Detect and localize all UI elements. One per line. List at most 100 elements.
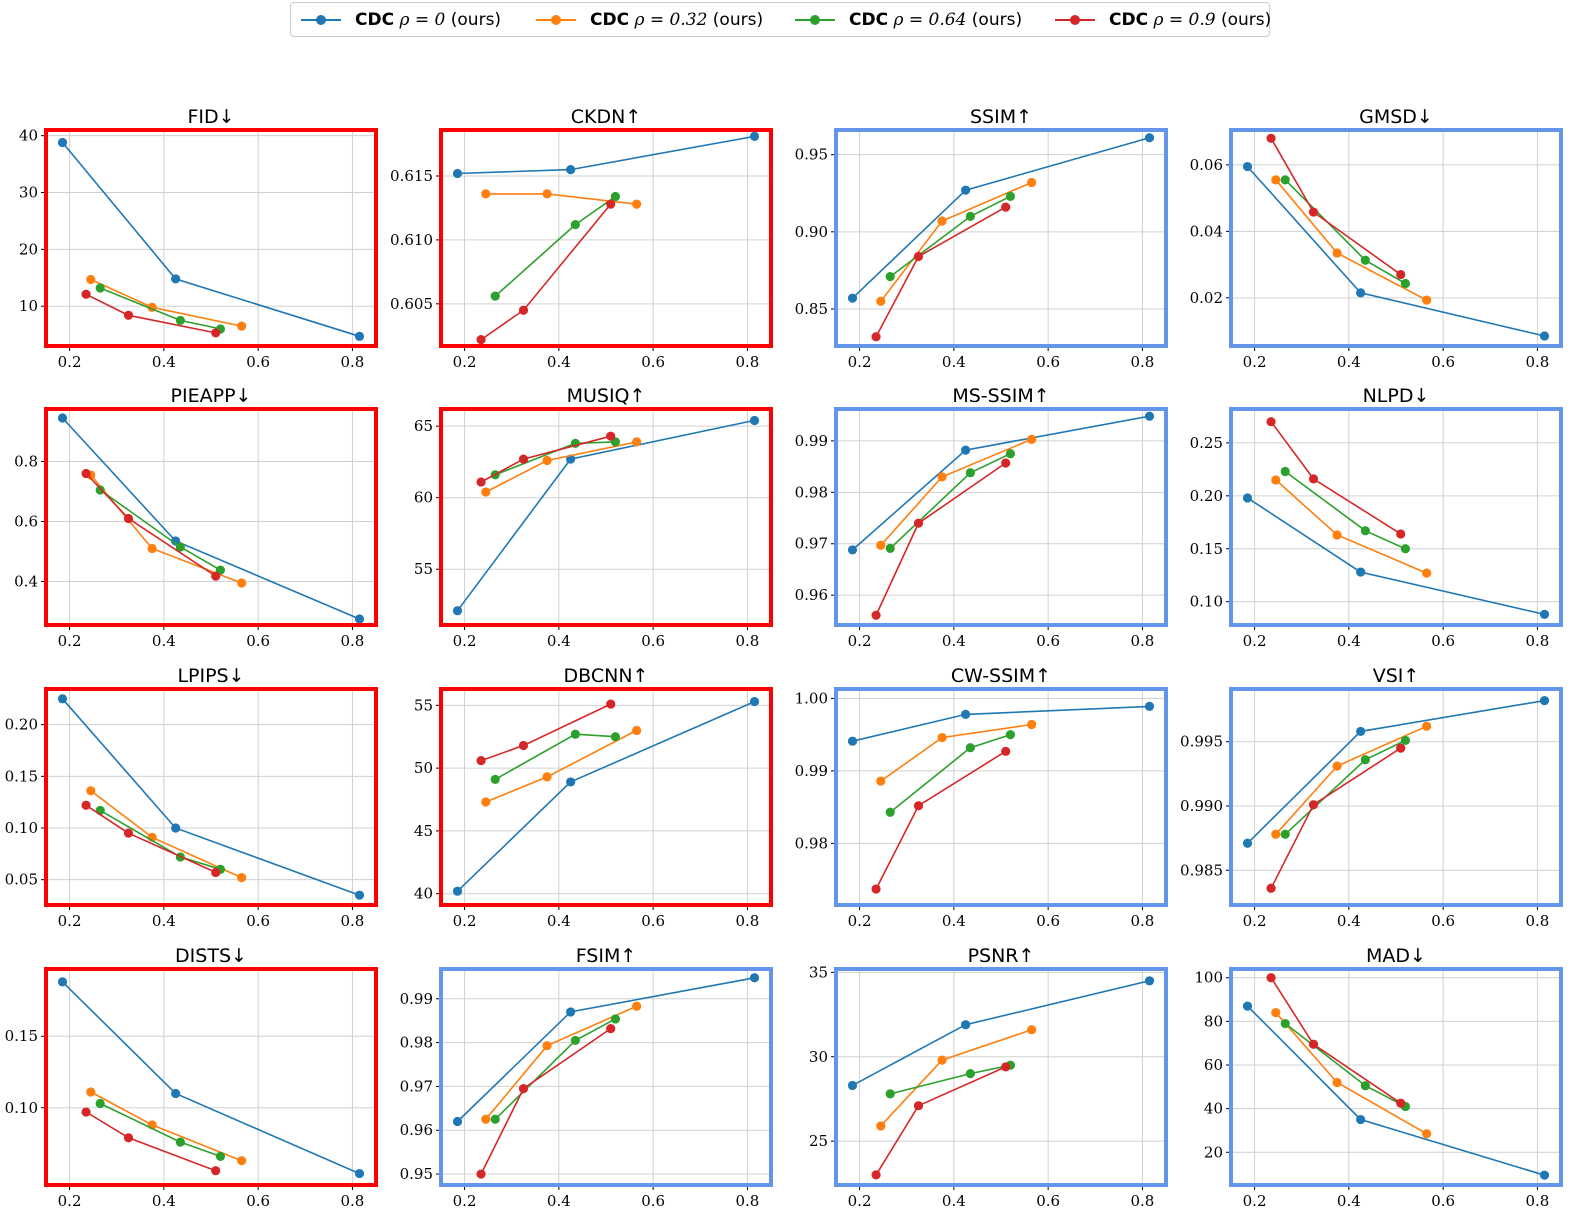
data-point	[566, 777, 576, 787]
legend-swatch	[534, 13, 578, 27]
data-point	[570, 1035, 580, 1046]
chart-panel: 0.2 0.4 0.6 0.8 0.02 0.04 0.06 GMSD↓	[1190, 106, 1563, 371]
chart-frame	[1229, 967, 1563, 1187]
y-tick-label: 0.10	[5, 819, 38, 837]
data-point	[871, 610, 881, 620]
chart-frame	[1229, 687, 1563, 907]
chart-panel: 0.2 0.4 0.6 0.8 10 20 30 40 FID↓	[19, 106, 378, 371]
x-tick-label: 0.4	[547, 1192, 571, 1210]
x-tick-label: 0.8	[1525, 1192, 1549, 1210]
chart-panel: 0.2 0.4 0.6 0.8 20 40 60 80 100 MAD↓	[1194, 945, 1563, 1210]
chart-panel: 0.2 0.4 0.6 0.8 0.10 0.15 0.20 0.25 NLPD↓	[1190, 385, 1563, 650]
legend-label: CDC ρ = 0 (ours)	[355, 9, 502, 30]
y-tick-label: 80	[1204, 1012, 1223, 1030]
x-tick-label: 0.6	[641, 1192, 665, 1210]
data-point	[81, 289, 91, 299]
data-point	[1396, 743, 1406, 753]
data-point	[57, 977, 68, 987]
data-point	[1005, 191, 1016, 201]
chart-frame	[44, 687, 378, 907]
data-point	[1356, 726, 1366, 737]
x-tick-label: 0.6	[1431, 1192, 1455, 1210]
chart-panel: 0.2 0.4 0.6 0.8 0.95 0.96 0.97 0.98 0.99 FSIM↑	[400, 945, 773, 1210]
y-tick-label: 0.98	[400, 1034, 433, 1052]
data-point	[965, 211, 975, 221]
data-point	[476, 477, 486, 487]
x-tick-label: 0.6	[641, 632, 665, 650]
series-line	[99, 1102, 221, 1158]
x-tick-label: 0.8	[735, 1192, 759, 1210]
x-tick-label: 0.8	[1525, 632, 1549, 650]
x-tick-label: 0.2	[848, 912, 872, 930]
y-tick-label: 60	[1204, 1056, 1223, 1074]
chart-frame	[834, 407, 1168, 627]
data-point	[847, 736, 858, 746]
legend-label: CDC ρ = 0.64 (ours)	[849, 9, 1023, 30]
series-line	[1246, 699, 1545, 844]
data-point	[237, 1156, 247, 1166]
y-tick-label: 10	[19, 297, 38, 315]
x-tick-label: 0.4	[1337, 353, 1361, 371]
y-tick-label: 0.04	[1190, 222, 1223, 240]
data-point	[481, 797, 491, 807]
data-point	[490, 291, 500, 301]
data-point	[452, 168, 463, 179]
legend-label: CDC ρ = 0.32 (ours)	[590, 9, 764, 30]
series-line	[1275, 1012, 1427, 1135]
series-line	[90, 278, 242, 327]
x-tick-label: 0.2	[848, 1192, 872, 1210]
y-tick-label: 0.98	[795, 834, 828, 852]
x-tick-label: 0.2	[1243, 1192, 1267, 1210]
chart-frame	[834, 687, 1168, 907]
data-point	[871, 884, 881, 894]
x-tick-label: 0.2	[58, 912, 82, 930]
x-tick-label: 0.6	[1431, 632, 1455, 650]
data-point	[1271, 175, 1281, 185]
data-point	[1027, 434, 1037, 444]
data-point	[749, 973, 760, 983]
data-point	[1280, 466, 1290, 477]
x-tick-label: 0.6	[1036, 353, 1060, 371]
data-point	[1005, 449, 1016, 459]
chart-title: DBCNN↑	[564, 665, 649, 687]
data-point	[606, 431, 616, 441]
x-tick-label: 0.6	[246, 912, 270, 930]
y-tick-label: 0.20	[5, 716, 38, 734]
data-point	[237, 321, 247, 331]
chart-frame	[834, 967, 1168, 1187]
data-point	[871, 332, 881, 342]
y-tick-label: 50	[414, 759, 433, 777]
legend-item: CDC ρ = 0.9 (ours)	[1053, 3, 1271, 36]
x-tick-label: 0.8	[340, 912, 364, 930]
y-tick-label: 0.99	[795, 762, 828, 780]
y-tick-label: 0.985	[1180, 861, 1223, 879]
data-point	[876, 540, 886, 550]
y-tick-label: 0.605	[390, 295, 433, 313]
data-point	[749, 415, 760, 426]
chart-panel: 0.2 0.4 0.6 0.8 55 60 65 MUSIQ↑	[414, 385, 773, 650]
chart-panel: 0.2 0.4 0.6 0.8 0.4 0.6 0.8 PIEAPP↓	[14, 385, 378, 650]
data-point	[632, 437, 642, 447]
x-tick-label: 0.4	[547, 632, 571, 650]
x-tick-label: 0.2	[58, 353, 82, 371]
x-tick-label: 0.4	[152, 632, 176, 650]
chart-panel: 0.2 0.4 0.6 0.8 0.10 0.15 DISTS↓	[5, 945, 378, 1210]
data-point	[211, 1166, 221, 1176]
data-point	[1271, 1008, 1281, 1018]
data-point	[171, 1088, 181, 1099]
data-point	[354, 890, 365, 900]
series-line	[875, 462, 1007, 616]
data-point	[1332, 1077, 1342, 1088]
x-tick-label: 0.6	[246, 353, 270, 371]
data-point	[965, 468, 975, 478]
data-point	[1280, 829, 1290, 839]
data-point	[961, 445, 971, 455]
chart-title: MS-SSIM↑	[952, 385, 1049, 407]
data-point	[632, 199, 642, 209]
chart-title: MAD↓	[1366, 945, 1426, 967]
data-point	[1332, 530, 1342, 540]
chart-frame	[834, 128, 1168, 348]
data-point	[237, 578, 247, 588]
y-tick-label: 55	[414, 560, 433, 578]
legend-swatch	[793, 13, 837, 27]
